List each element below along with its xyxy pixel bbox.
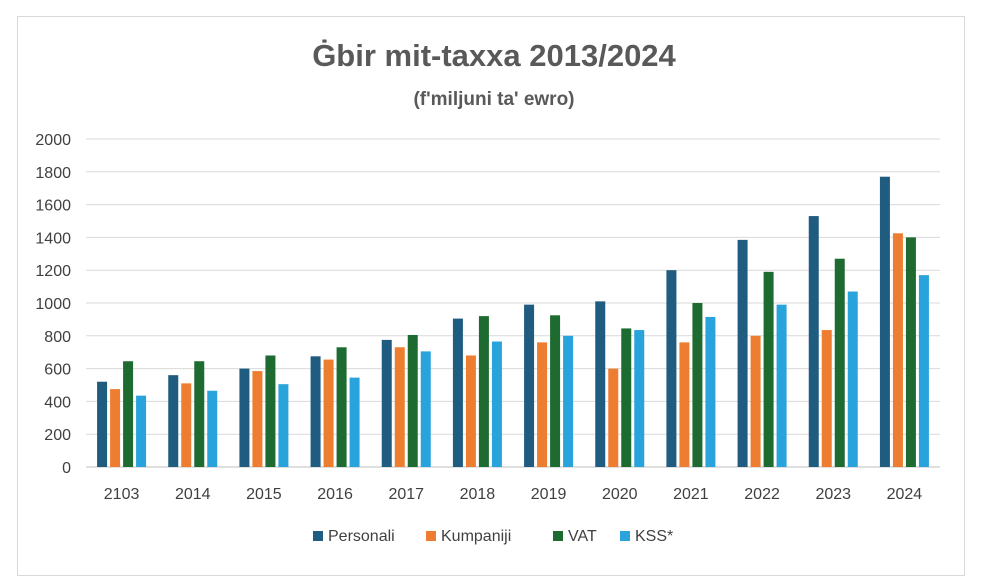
bar-kss-2021	[705, 316, 716, 467]
bar-kss-2019	[563, 335, 574, 467]
x-axis-ticks: 2103 2014 2015 2016 2017 2018 2019 2020 2021 2022…	[104, 486, 923, 503]
bar-kumpaniji-2022	[750, 335, 761, 467]
bar-vat-2014	[194, 361, 205, 467]
bar-kss-2024	[918, 275, 929, 467]
bar-kumpaniji-2015	[252, 371, 263, 467]
bar-kss-2017	[420, 351, 431, 467]
y-tick-label: 600	[44, 362, 71, 379]
legend-label: Personali	[328, 528, 395, 545]
x-tick-label: 2019	[531, 486, 567, 503]
bar-vat-2022	[763, 271, 774, 467]
x-tick-label: 2016	[317, 486, 353, 503]
bar-vat-2017	[407, 334, 418, 467]
bar-personali-2016	[310, 356, 321, 467]
x-tick-label: 2022	[744, 486, 780, 503]
bar-personali-2015	[239, 368, 250, 467]
x-tick-label: 2023	[815, 486, 851, 503]
y-tick-label: 800	[44, 329, 71, 346]
bar-kumpaniji-2018	[465, 355, 476, 467]
bar-kss-2022	[776, 304, 787, 467]
bar-personali-2020	[595, 301, 606, 467]
bar-kss-2015	[278, 384, 289, 467]
y-tick-label: 1600	[35, 198, 71, 215]
y-tick-label: 0	[62, 460, 71, 477]
bar-vat-2023	[834, 258, 845, 467]
x-tick-label: 2020	[602, 486, 638, 503]
x-tick-label: 2015	[246, 486, 282, 503]
bar-kumpaniji-2020	[608, 368, 619, 467]
y-tick-label: 2000	[35, 132, 71, 149]
bar-kss-2016	[349, 377, 360, 467]
bar-kumpaniji-2016	[323, 359, 334, 467]
x-tick-label: 2021	[673, 486, 709, 503]
chart-subtitle: (f'miljuni ta' ewro)	[413, 89, 574, 110]
bar-personali-2021	[666, 270, 677, 467]
bar-personali-2103	[97, 381, 108, 467]
legend-swatch	[620, 531, 630, 541]
bar-personali-2022	[737, 239, 748, 467]
bar-kumpaniji-2103	[110, 389, 121, 467]
bars	[97, 176, 929, 467]
bar-personali-2023	[808, 216, 819, 467]
bar-kumpaniji-2014	[181, 383, 192, 467]
bar-kumpaniji-2021	[679, 342, 690, 467]
bar-vat-2015	[265, 355, 276, 467]
y-tick-label: 1400	[35, 230, 71, 247]
bar-vat-2016	[336, 347, 347, 467]
bar-personali-2018	[452, 318, 463, 467]
chart-title: Ġbir mit-taxxa 2013/2024	[312, 38, 676, 73]
bar-kumpaniji-2024	[892, 233, 903, 467]
bar-vat-2018	[478, 316, 489, 467]
y-tick-label: 200	[44, 427, 71, 444]
legend-swatch	[426, 531, 436, 541]
y-tick-label: 400	[44, 394, 71, 411]
bar-kss-2014	[207, 390, 218, 467]
bar-kumpaniji-2023	[821, 330, 832, 467]
bar-personali-2014	[168, 375, 179, 467]
bar-vat-2019	[550, 315, 561, 467]
chart-frame	[17, 16, 965, 576]
x-tick-label: 2103	[104, 486, 140, 503]
bar-kss-2018	[491, 341, 502, 467]
x-tick-label: 2024	[887, 486, 923, 503]
bar-personali-2019	[524, 304, 535, 467]
legend-label: KSS*	[635, 528, 673, 545]
bar-kumpaniji-2019	[537, 342, 548, 467]
legend-swatch	[553, 531, 563, 541]
bar-kss-2020	[634, 330, 645, 467]
y-axis-ticks: 0 200 400 600 800 1000 1200 1400 1600 1800 2000	[35, 132, 71, 477]
bar-vat-2103	[123, 361, 134, 467]
y-tick-label: 1200	[35, 263, 71, 280]
x-tick-label: 2018	[460, 486, 496, 503]
bar-vat-2020	[621, 328, 632, 467]
y-tick-label: 1000	[35, 296, 71, 313]
y-tick-label: 1800	[35, 165, 71, 182]
bar-vat-2021	[692, 303, 703, 467]
bar-kss-2103	[136, 395, 147, 467]
legend-label: VAT	[568, 528, 597, 545]
legend-label: Kumpaniji	[441, 528, 511, 545]
bar-kss-2023	[847, 291, 858, 467]
gridlines	[86, 138, 940, 468]
legend-swatch	[313, 531, 323, 541]
x-tick-label: 2017	[388, 486, 424, 503]
bar-personali-2024	[879, 176, 890, 467]
bar-kumpaniji-2017	[394, 347, 405, 467]
bar-vat-2024	[905, 237, 916, 467]
bar-personali-2017	[381, 339, 392, 467]
legend: Personali Kumpaniji VAT KSS*	[313, 528, 673, 545]
x-tick-label: 2014	[175, 486, 211, 503]
